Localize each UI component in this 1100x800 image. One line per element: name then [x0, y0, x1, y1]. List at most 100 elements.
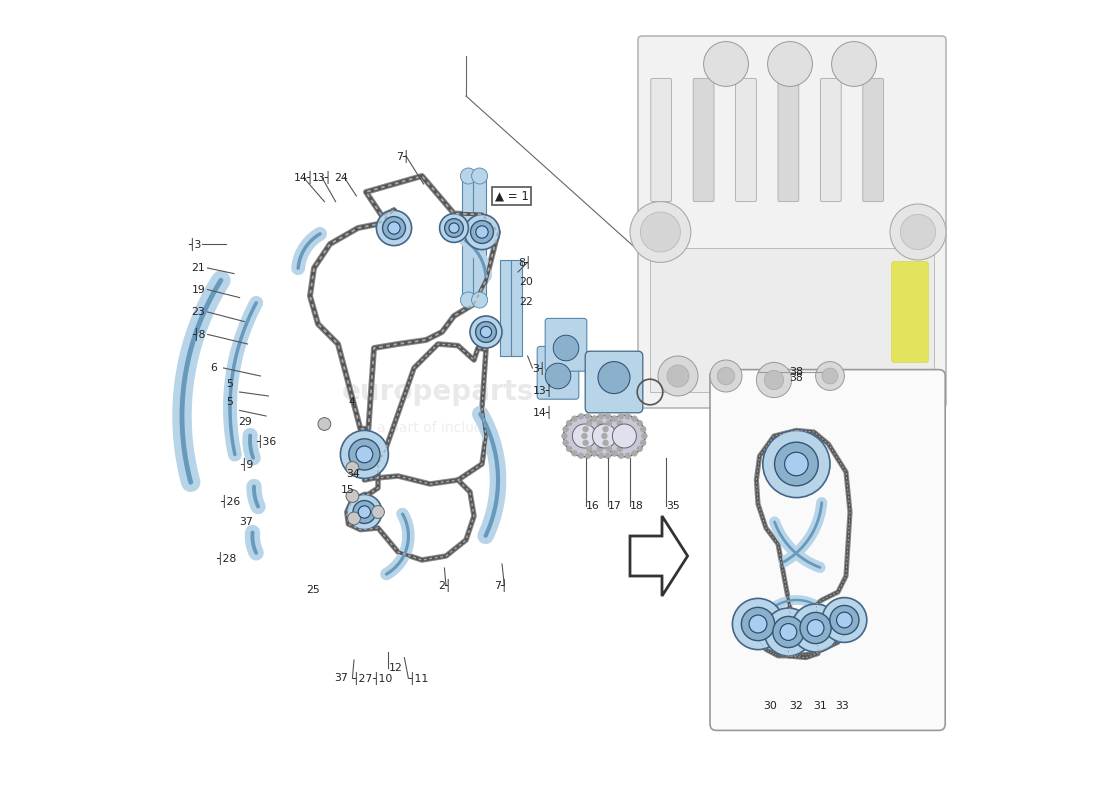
Circle shape: [749, 615, 767, 633]
FancyBboxPatch shape: [778, 78, 799, 202]
Circle shape: [596, 446, 603, 452]
Circle shape: [578, 453, 584, 459]
Circle shape: [768, 42, 813, 86]
Circle shape: [585, 413, 591, 419]
Circle shape: [597, 413, 604, 419]
Circle shape: [822, 368, 838, 384]
Circle shape: [561, 433, 568, 439]
Text: 3┤: 3┤: [532, 362, 546, 374]
Bar: [500, 260, 512, 356]
Circle shape: [376, 210, 411, 246]
Text: ┤3: ┤3: [188, 238, 201, 250]
Text: 8┤: 8┤: [518, 256, 531, 269]
Circle shape: [340, 430, 388, 478]
Circle shape: [546, 363, 571, 389]
Circle shape: [372, 506, 384, 518]
FancyBboxPatch shape: [585, 351, 642, 413]
Text: ┤10: ┤10: [373, 672, 393, 685]
Circle shape: [890, 204, 946, 260]
Circle shape: [571, 415, 578, 422]
Circle shape: [612, 415, 617, 422]
Polygon shape: [630, 516, 688, 596]
Circle shape: [605, 413, 612, 419]
Text: ┤28: ┤28: [216, 552, 235, 565]
Circle shape: [449, 223, 459, 233]
Circle shape: [640, 440, 647, 446]
Circle shape: [832, 42, 877, 86]
Circle shape: [602, 433, 607, 439]
Circle shape: [318, 418, 331, 430]
Circle shape: [565, 446, 572, 452]
FancyBboxPatch shape: [693, 78, 714, 202]
Bar: [650, 248, 934, 392]
Circle shape: [481, 326, 492, 338]
Circle shape: [596, 420, 603, 426]
Circle shape: [603, 440, 608, 446]
Text: 17: 17: [607, 501, 621, 510]
Circle shape: [625, 413, 631, 419]
FancyBboxPatch shape: [710, 370, 945, 730]
Text: 13┤: 13┤: [311, 171, 332, 184]
FancyBboxPatch shape: [638, 36, 946, 408]
Circle shape: [658, 356, 698, 396]
Circle shape: [784, 452, 808, 476]
Circle shape: [591, 415, 597, 422]
Circle shape: [637, 420, 642, 426]
FancyBboxPatch shape: [862, 78, 883, 202]
Circle shape: [591, 415, 597, 422]
Circle shape: [616, 420, 623, 426]
Text: 35: 35: [666, 501, 680, 510]
Circle shape: [476, 226, 488, 238]
Circle shape: [741, 607, 774, 641]
Circle shape: [602, 433, 607, 439]
Text: 34: 34: [346, 469, 360, 478]
Text: 12: 12: [388, 663, 403, 673]
Circle shape: [349, 438, 379, 470]
Circle shape: [565, 420, 572, 426]
Text: 20: 20: [519, 277, 534, 286]
Circle shape: [717, 367, 735, 385]
Circle shape: [563, 415, 605, 457]
Circle shape: [346, 462, 359, 474]
Text: 18: 18: [630, 501, 644, 510]
Text: 25: 25: [306, 586, 320, 595]
Text: 32: 32: [790, 701, 803, 710]
Text: 21: 21: [191, 263, 206, 273]
FancyBboxPatch shape: [537, 346, 579, 399]
Circle shape: [764, 370, 783, 390]
Text: 14┤: 14┤: [532, 406, 552, 418]
Circle shape: [762, 430, 830, 498]
Circle shape: [472, 292, 487, 308]
Circle shape: [837, 612, 852, 628]
Circle shape: [553, 335, 579, 361]
Text: 4: 4: [349, 398, 355, 407]
Text: 7┤: 7┤: [396, 150, 410, 162]
Circle shape: [800, 613, 832, 643]
Text: ┤26: ┤26: [220, 495, 241, 508]
Text: 30: 30: [763, 701, 777, 710]
Circle shape: [593, 424, 616, 448]
Circle shape: [600, 440, 606, 446]
Circle shape: [667, 365, 689, 387]
Circle shape: [815, 362, 845, 390]
Circle shape: [616, 446, 623, 452]
Text: ┤11: ┤11: [408, 672, 429, 685]
Text: ┤9: ┤9: [240, 458, 253, 470]
FancyBboxPatch shape: [546, 318, 586, 371]
FancyBboxPatch shape: [736, 78, 757, 202]
Circle shape: [773, 616, 804, 648]
Circle shape: [640, 212, 681, 252]
Text: 31: 31: [814, 701, 827, 710]
Circle shape: [612, 415, 617, 422]
Text: 2┤: 2┤: [438, 579, 451, 592]
Text: ┤8: ┤8: [191, 328, 205, 341]
Circle shape: [733, 598, 783, 650]
Circle shape: [637, 446, 642, 452]
Circle shape: [388, 222, 400, 234]
Circle shape: [621, 433, 628, 439]
Circle shape: [572, 424, 596, 448]
Text: 13┤: 13┤: [532, 384, 552, 397]
Circle shape: [346, 490, 359, 502]
Circle shape: [618, 453, 624, 459]
Text: ┤27: ┤27: [352, 672, 373, 685]
